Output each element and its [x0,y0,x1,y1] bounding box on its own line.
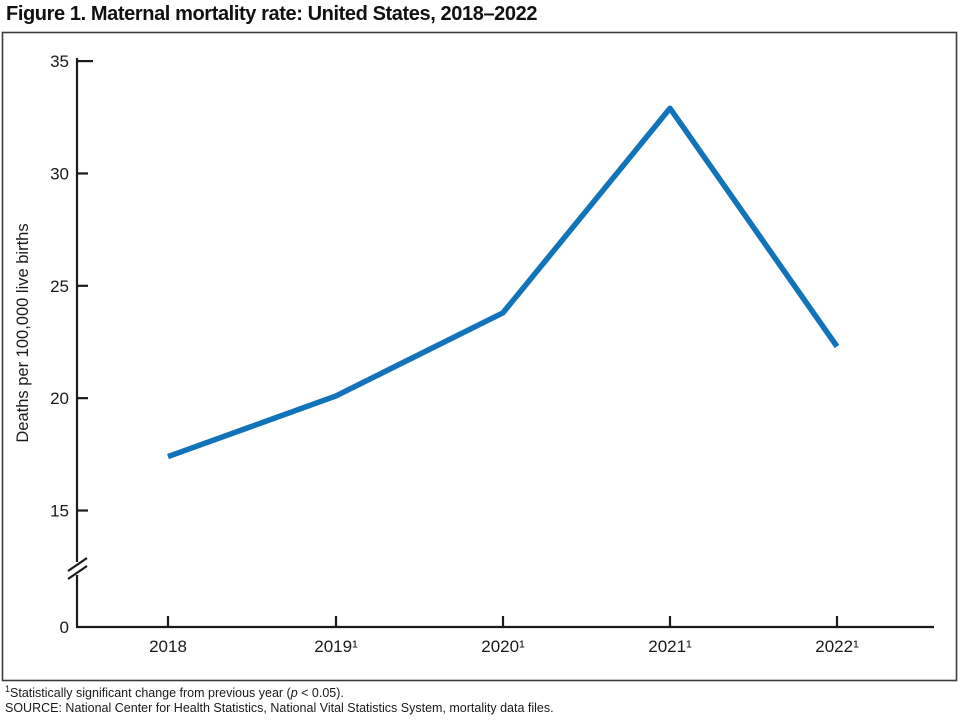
chart-series [167,105,840,460]
plot-border [1,31,958,682]
x-tick-label-2020: 2020¹ [481,637,525,656]
y-tick-label-0: 0 [60,618,69,637]
footnote-p-italic: p [290,686,298,700]
x-tick-label-2018: 2018 [149,637,187,656]
chart-frame [1,31,958,682]
footnote-text: Statistically significant change from pr… [10,686,291,700]
axis-break-slash-2 [67,557,88,572]
y-tick-label-30: 30 [50,164,69,183]
footnote-source: SOURCE: National Center for Health Stati… [5,700,554,715]
chart-footnotes: 1Statistically significant change from p… [5,683,554,715]
y-tick-label-20: 20 [50,389,69,408]
x-tick-label-2021: 2021¹ [648,637,692,656]
axis-break-slash-1 [67,565,88,580]
x-tick-label-2019: 2019¹ [314,637,358,656]
footnote-text-end: < 0.05). [297,686,344,700]
chart-axes [67,58,934,629]
series-maternal-mortality-line [167,105,840,460]
y-tick-label-15: 15 [50,502,69,521]
x-tick-label-2022: 2022¹ [815,637,859,656]
footnote-superscript: 1 [5,683,11,694]
figure-title: Figure 1. Maternal mortality rate: Unite… [6,3,538,25]
y-axis-title: Deaths per 100,000 live births [14,223,32,442]
axis-break-gap [72,562,82,575]
y-tick-label-25: 25 [50,277,69,296]
y-tick-label-35: 35 [50,52,69,71]
footnote-significance: 1Statistically significant change from p… [5,683,554,701]
chart-labels: 0 15 20 25 30 35 2018 2019¹ 2020¹ 2021¹ 2022¹ Death… [14,52,859,656]
